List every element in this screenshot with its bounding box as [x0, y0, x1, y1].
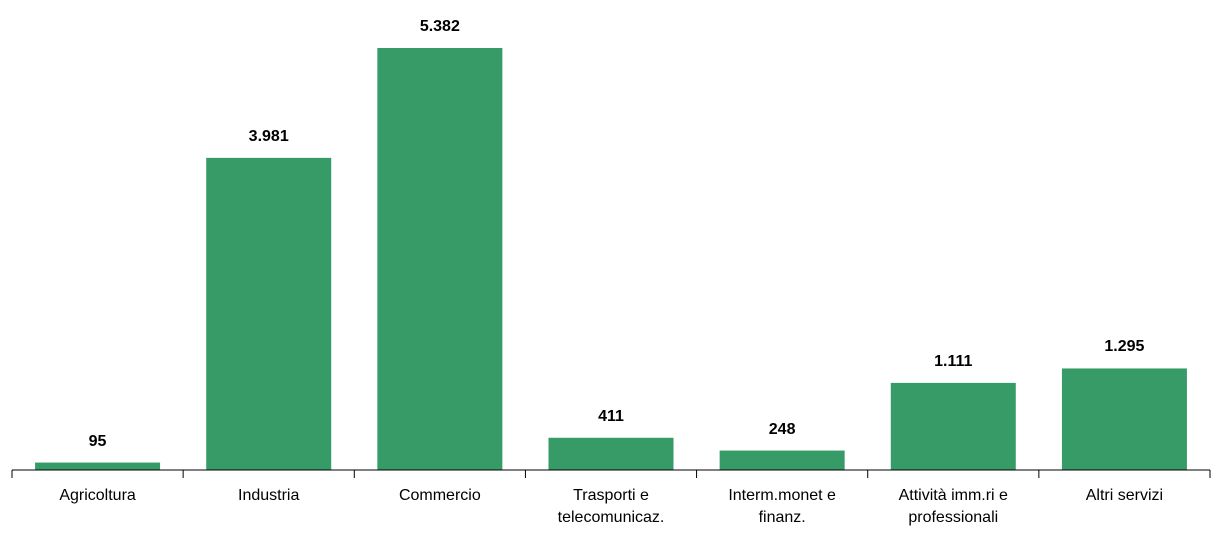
value-label: 5.382 [419, 18, 460, 35]
bar [1061, 368, 1187, 470]
bar [35, 462, 161, 470]
value-label: 411 [598, 407, 624, 425]
x-tick-label: Agricoltura [59, 487, 136, 504]
bar [377, 48, 503, 470]
x-tick-label: Attività imm.ri e professionali [898, 487, 1008, 526]
value-label: 1.111 [934, 352, 973, 370]
bar [719, 450, 845, 470]
value-label: 95 [88, 432, 107, 450]
x-tick-label: Interm.monet e finanz. [728, 487, 836, 526]
x-tick-label: Trasporti e telecomunicaz. [557, 487, 665, 526]
value-label: 3.981 [248, 127, 289, 145]
bar [890, 382, 1016, 470]
x-tick-label: Altri servizi [1085, 487, 1164, 504]
value-label: 1.295 [1104, 338, 1145, 356]
bar [206, 157, 332, 470]
value-label: 248 [768, 420, 796, 438]
x-tick-label: Industria [238, 487, 300, 504]
x-tick-label: Commercio [398, 487, 481, 504]
bar [548, 437, 674, 470]
